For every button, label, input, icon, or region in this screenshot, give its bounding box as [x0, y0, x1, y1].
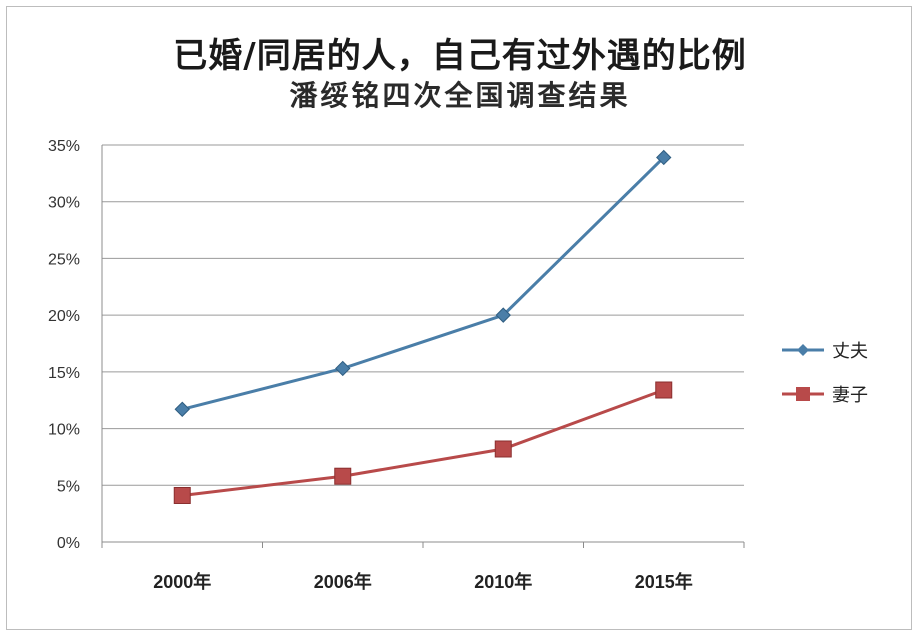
- legend-label: 妻子: [832, 385, 868, 406]
- data-point-diamond: [174, 401, 190, 417]
- data-point-square: [494, 440, 512, 458]
- y-tick-label: 30%: [48, 195, 80, 212]
- x-tick-label: 2000年: [153, 571, 211, 592]
- data-point-diamond: [656, 149, 672, 166]
- data-point-square: [173, 486, 191, 504]
- y-tick-label: 15%: [48, 365, 80, 382]
- data-point-square: [334, 467, 352, 485]
- y-tick-label: 20%: [48, 308, 80, 325]
- series-line-2: [182, 388, 665, 497]
- x-tick-label: 2006年: [314, 571, 372, 592]
- data-point-square: [655, 381, 673, 399]
- legend-label: 丈夫: [832, 341, 868, 362]
- legend-marker-diamond: [797, 344, 809, 356]
- y-tick-label: 25%: [48, 251, 80, 268]
- legend-marker-square: [796, 387, 810, 401]
- chart-subtitle: 潘绥铭四次全国调查结果: [289, 79, 631, 112]
- data-point-diamond: [495, 307, 511, 323]
- x-tick-label: 2010年: [474, 571, 532, 592]
- series-line-1: [181, 156, 665, 411]
- y-tick-label: 35%: [48, 138, 80, 155]
- x-tick-label: 2015年: [635, 571, 693, 592]
- chart-title: 已婚/同居的人，自己有过外遇的比例: [173, 36, 747, 76]
- chart-frame: [6, 6, 912, 630]
- y-tick-label: 10%: [48, 422, 80, 439]
- y-tick-label: 0%: [57, 535, 80, 552]
- y-tick-label: 5%: [57, 478, 80, 495]
- data-point-diamond: [335, 360, 351, 377]
